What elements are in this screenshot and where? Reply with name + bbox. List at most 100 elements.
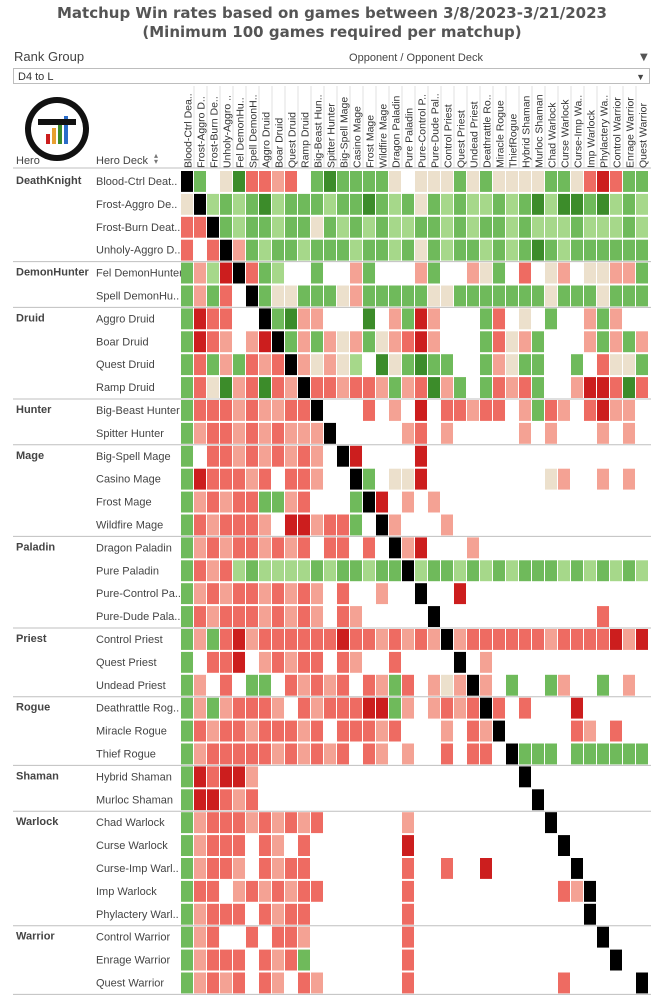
heatmap-cell: [272, 629, 284, 650]
heatmap-cell: [259, 766, 271, 788]
heatmap-cell: [363, 193, 375, 215]
heatmap-cell: [415, 445, 427, 467]
heatmap-cell: [584, 766, 596, 788]
heatmap-cell: [259, 514, 271, 536]
heatmap-cell: [272, 858, 284, 879]
heatmap-cell: [415, 858, 427, 879]
heatmap-cell: [324, 514, 336, 536]
heatmap-cell: [220, 606, 232, 627]
heatmap-cell: [454, 377, 466, 398]
heatmap-cell: [428, 560, 440, 582]
heatmap-cell: [519, 926, 531, 948]
heatmap-cell: [233, 514, 245, 536]
heatmap-cell: [441, 377, 453, 398]
heatmap-cell: [350, 193, 362, 215]
hero-label: DeathKnight: [16, 175, 82, 187]
heatmap-cell: [350, 514, 362, 536]
heatmap-cell: [259, 331, 271, 353]
heatmap-cell: [428, 514, 440, 536]
heatmap-cell: [610, 858, 622, 879]
heatmap-cell: [207, 743, 219, 765]
heatmap-cell: [584, 720, 596, 742]
heatmap-cell: [363, 972, 375, 994]
heatmap-cell: [337, 239, 349, 261]
heatmap-cell: [454, 629, 466, 650]
heatmap-cell: [441, 629, 453, 650]
heatmap-cell: [337, 377, 349, 398]
heatmap-cell: [480, 949, 492, 971]
column-header: Frost Mage: [365, 115, 377, 168]
heatmap-cell: [441, 972, 453, 994]
heatmap-cell: [597, 629, 609, 650]
heatmap-cell: [480, 468, 492, 490]
heatmap-cell: [298, 789, 310, 811]
heatmap-cell: [610, 422, 622, 444]
deck-label: Curse Warlock: [96, 840, 168, 852]
heatmap-cell: [571, 216, 583, 238]
heatmap-cell: [415, 606, 427, 627]
heatmap-cell: [207, 629, 219, 650]
heatmap-cell: [285, 606, 297, 627]
heatmap-cell: [376, 400, 388, 421]
heatmap-cell: [558, 331, 570, 353]
heatmap-cell: [519, 903, 531, 925]
heatmap-cell: [363, 422, 375, 444]
heatmap-cell: [441, 812, 453, 834]
heatmap-cell: [636, 422, 648, 444]
heatmap-cell: [467, 743, 479, 765]
heatmap-cell: [636, 972, 648, 994]
heatmap-cell: [545, 743, 557, 765]
column-header: Frost-Aggro D..: [196, 96, 208, 168]
heatmap-cell: [220, 445, 232, 467]
heatmap-cell: [220, 583, 232, 605]
heatmap-cell: [181, 537, 193, 559]
heatmap-cell: [545, 583, 557, 605]
heatmap-cell: [402, 858, 414, 879]
heatmap-cell: [545, 331, 557, 353]
rank-group-dropdown[interactable]: D4 to L ▼: [13, 68, 650, 84]
column-sort-icon[interactable]: ▼: [640, 52, 648, 63]
heatmap-cell: [623, 743, 635, 765]
column-header: Imp Warlock: [586, 109, 598, 168]
heatmap-cell: [610, 583, 622, 605]
heatmap-cell: [285, 422, 297, 444]
heatmap-cell: [480, 193, 492, 215]
column-header: Unholy-Aggro ..: [222, 95, 234, 168]
heatmap-cell: [311, 422, 323, 444]
heatmap-cell: [363, 377, 375, 398]
heatmap-cell: [545, 171, 557, 192]
heatmap-cell: [558, 400, 570, 421]
heatmap-cell: [454, 583, 466, 605]
heatmap-cell: [441, 308, 453, 330]
heatmap-cell: [285, 789, 297, 811]
heatmap-cell: [285, 697, 297, 719]
heatmap-cell: [402, 537, 414, 559]
heatmap-cell: [363, 537, 375, 559]
heatmap-cell: [311, 193, 323, 215]
sort-icon[interactable]: ▴ ▾: [154, 151, 159, 166]
heatmap-cell: [532, 239, 544, 261]
deck-label: Hybrid Shaman: [96, 771, 172, 783]
heatmap-cell: [584, 858, 596, 879]
heatmap-cell: [519, 880, 531, 902]
heatmap-cell: [272, 789, 284, 811]
heatmap-cell: [285, 583, 297, 605]
heatmap-cell: [597, 606, 609, 627]
heatmap-cell: [623, 560, 635, 582]
heatmap-cell: [493, 491, 505, 513]
heatmap-cell: [246, 766, 258, 788]
heatmap-cell: [311, 377, 323, 398]
heatmap-cell: [454, 285, 466, 307]
heatmap-cell: [428, 468, 440, 490]
heatmap-cell: [233, 789, 245, 811]
heatmap-cell: [181, 491, 193, 513]
heatmap-cell: [207, 377, 219, 398]
heatmap-cell: [584, 491, 596, 513]
heatmap-cell: [311, 858, 323, 879]
heatmap-cell: [480, 308, 492, 330]
heatmap-cell: [532, 835, 544, 856]
heatmap-cell: [350, 949, 362, 971]
heatmap-cell: [480, 697, 492, 719]
heatmap-cell: [571, 308, 583, 330]
heatmap-cell: [558, 560, 570, 582]
